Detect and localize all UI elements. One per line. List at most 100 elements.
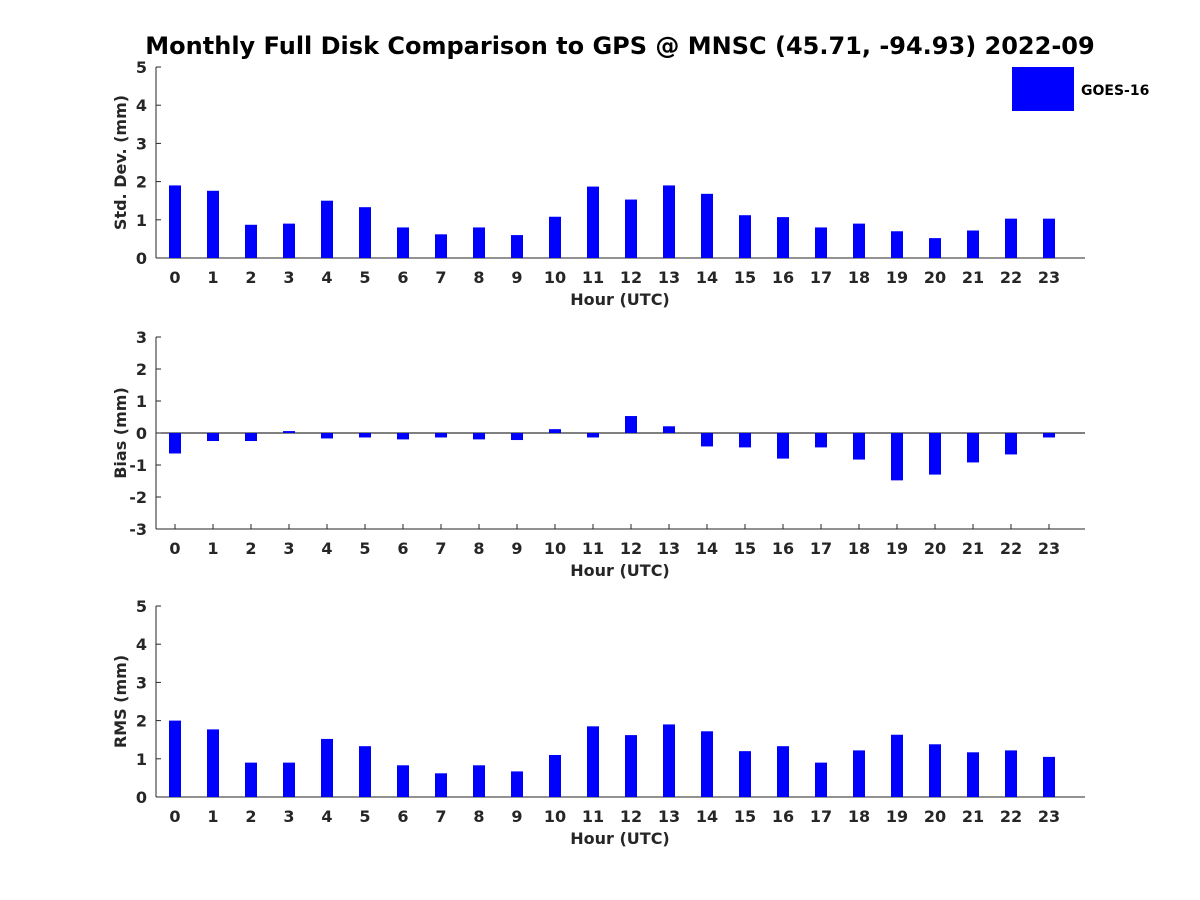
bias-x-tick-label: 22 [1000, 539, 1022, 558]
legend-swatch-goes-16 [1012, 67, 1074, 111]
bias-x-tick-label: 4 [321, 539, 332, 558]
std-dev-bar-hour-16 [777, 217, 789, 258]
rms-x-tick-label: 9 [511, 807, 522, 826]
bias-bar-hour-14 [701, 433, 713, 447]
bias-x-tick-label: 19 [886, 539, 908, 558]
rms-bar-hour-6 [397, 765, 409, 797]
rms-bar-hour-1 [207, 729, 219, 797]
bias-x-tick-label: 2 [245, 539, 256, 558]
bias-x-tick-label: 15 [734, 539, 756, 558]
std-dev-x-tick-label: 4 [321, 268, 332, 287]
bias-x-tick-label: 1 [207, 539, 218, 558]
bias-x-tick-label: 21 [962, 539, 984, 558]
rms-x-tick-label: 19 [886, 807, 908, 826]
rms-x-tick-label: 2 [245, 807, 256, 826]
bias-bar-hour-4 [321, 433, 333, 439]
std-dev-bar-hour-8 [473, 227, 485, 258]
bias-bar-hour-15 [739, 433, 751, 448]
rms-bar-hour-19 [891, 734, 903, 797]
std-dev-bar-hour-21 [967, 230, 979, 258]
rms-x-tick-label: 7 [435, 807, 446, 826]
std-dev-x-tick-label: 12 [620, 268, 642, 287]
std-dev-bar-hour-22 [1005, 218, 1017, 258]
std-dev-bar-hour-14 [701, 193, 713, 258]
bias-x-tick-label: 3 [283, 539, 294, 558]
bias-x-tick-label: 18 [848, 539, 870, 558]
std-dev-x-tick-label: 0 [169, 268, 180, 287]
std-dev-y-tick-label: 1 [136, 211, 147, 230]
std-dev-bar-hour-13 [663, 185, 675, 258]
bias-x-tick-label: 16 [772, 539, 794, 558]
bias-x-tick-label: 12 [620, 539, 642, 558]
rms-bar-hour-3 [283, 762, 295, 797]
bias-bar-hour-10 [549, 429, 561, 433]
std-dev-x-tick-label: 19 [886, 268, 908, 287]
std-dev-x-tick-label: 11 [582, 268, 604, 287]
chart-title: Monthly Full Disk Comparison to GPS @ MN… [145, 32, 1094, 60]
bias-x-tick-label: 0 [169, 539, 180, 558]
bias-bar-hour-12 [625, 416, 637, 433]
bias-bar-hour-20 [929, 433, 941, 475]
rms-x-tick-label: 12 [620, 807, 642, 826]
rms-bar-hour-21 [967, 752, 979, 797]
std-dev-y-tick-label: 2 [136, 173, 147, 192]
std-dev-x-tick-label: 22 [1000, 268, 1022, 287]
bias-x-tick-label: 17 [810, 539, 832, 558]
bias-x-tick-label: 11 [582, 539, 604, 558]
std-dev-bar-hour-2 [245, 224, 257, 258]
std-dev-x-axis-label: Hour (UTC) [570, 290, 670, 309]
bias-bar-hour-22 [1005, 433, 1017, 455]
bias-bar-hour-2 [245, 433, 257, 441]
legend: GOES-16 [1012, 67, 1149, 111]
rms-bar-hour-11 [587, 726, 599, 797]
rms-x-tick-label: 10 [544, 807, 566, 826]
rms-x-tick-label: 16 [772, 807, 794, 826]
rms-x-tick-label: 0 [169, 807, 180, 826]
bias-bar-hour-8 [473, 433, 485, 440]
rms-x-tick-label: 1 [207, 807, 218, 826]
std-dev-x-tick-label: 13 [658, 268, 680, 287]
rms-bar-hour-13 [663, 724, 675, 797]
rms-bar-hour-22 [1005, 750, 1017, 797]
rms-bar-hour-23 [1043, 756, 1055, 797]
rms-x-tick-label: 8 [473, 807, 484, 826]
std-dev-y-tick-label: 3 [136, 134, 147, 153]
std-dev-x-tick-label: 14 [696, 268, 718, 287]
bias-bar-hour-7 [435, 433, 447, 438]
rms-bar-hour-5 [359, 746, 371, 797]
rms-bar-hour-8 [473, 765, 485, 797]
rms-x-tick-label: 20 [924, 807, 946, 826]
std-dev-x-tick-label: 7 [435, 268, 446, 287]
bias-y-tick-label: -3 [129, 520, 147, 539]
std-dev-bar-hour-12 [625, 199, 637, 258]
rms-x-tick-label: 4 [321, 807, 332, 826]
rms-x-tick-label: 5 [359, 807, 370, 826]
std-dev-x-tick-label: 16 [772, 268, 794, 287]
rms-y-tick-label: 1 [136, 750, 147, 769]
rms-x-tick-label: 14 [696, 807, 718, 826]
rms-bar-hour-7 [435, 773, 447, 797]
std-dev-x-tick-label: 18 [848, 268, 870, 287]
legend-label-goes-16: GOES-16 [1081, 83, 1149, 99]
rms-x-tick-label: 15 [734, 807, 756, 826]
std-dev-bar-hour-6 [397, 227, 409, 258]
rms-y-tick-label: 2 [136, 712, 147, 731]
bias-x-tick-label: 9 [511, 539, 522, 558]
std-dev-bar-hour-11 [587, 186, 599, 258]
bias-bar-hour-1 [207, 433, 219, 441]
rms-x-tick-label: 23 [1038, 807, 1060, 826]
std-dev-bar-hour-18 [853, 223, 865, 258]
rms-bar-hour-4 [321, 738, 333, 797]
std-dev-x-tick-label: 17 [810, 268, 832, 287]
bias-bar-hour-23 [1043, 433, 1055, 438]
rms-bar-hour-10 [549, 754, 561, 797]
bias-x-tick-label: 20 [924, 539, 946, 558]
bias-x-tick-label: 6 [397, 539, 408, 558]
bias-bar-hour-18 [853, 433, 865, 460]
std-dev-bar-hour-4 [321, 200, 333, 258]
std-dev-x-tick-label: 15 [734, 268, 756, 287]
std-dev-x-tick-label: 5 [359, 268, 370, 287]
bias-y-tick-label: 1 [136, 392, 147, 411]
